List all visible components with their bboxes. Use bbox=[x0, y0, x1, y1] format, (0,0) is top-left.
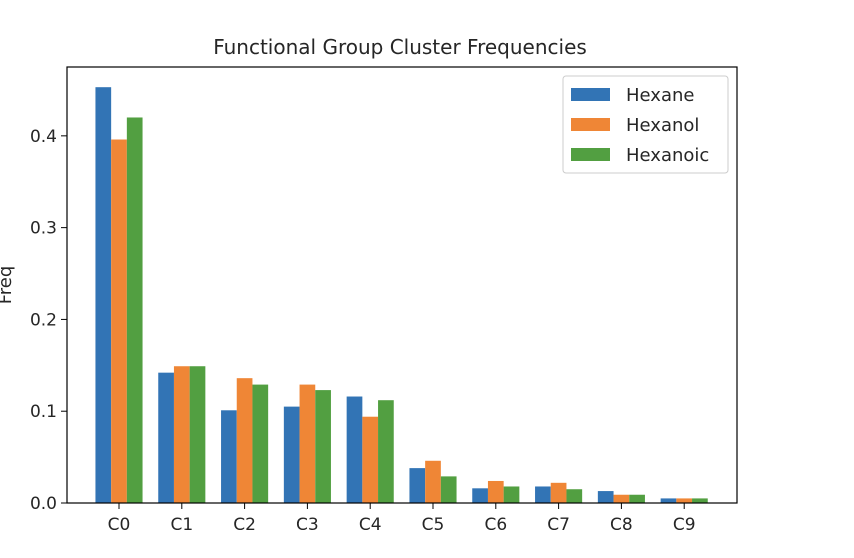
bar-hexanoic-c4 bbox=[378, 400, 394, 503]
bar-hexanoic-c1 bbox=[189, 366, 206, 503]
x-tick-label-c7: C7 bbox=[547, 515, 570, 535]
bar-hexanol-c4 bbox=[362, 416, 379, 503]
bar-hexane-c2 bbox=[221, 410, 237, 503]
bar-hexanol-c2 bbox=[236, 378, 253, 503]
legend: Hexane Hexanol Hexanoic bbox=[562, 75, 729, 174]
bar-hexanoic-c0 bbox=[126, 117, 143, 503]
legend-items: Hexane Hexanol Hexanoic bbox=[571, 85, 709, 166]
bar-hexanol-c9 bbox=[676, 498, 693, 503]
x-tick-label-c4: C4 bbox=[359, 515, 382, 535]
bar-hexanol-c5 bbox=[425, 460, 441, 503]
plot-frame bbox=[66, 66, 738, 504]
bar-hexanoic-c8 bbox=[629, 494, 645, 503]
legend-label-hexane: Hexane bbox=[626, 85, 694, 106]
bar-hexanol-c1 bbox=[173, 366, 190, 503]
x-tick-label-c8: C8 bbox=[610, 515, 633, 535]
legend-swatch-hexanol bbox=[571, 118, 610, 131]
bar-hexanoic-c3 bbox=[315, 390, 331, 503]
bar-hexane-c7 bbox=[535, 486, 551, 503]
bars-layer bbox=[95, 87, 708, 503]
bar-hexane-c9 bbox=[660, 498, 677, 503]
bar-hexane-c1 bbox=[158, 372, 174, 503]
y-tick-label: 0.3 bbox=[30, 219, 57, 239]
legend-swatch-hexane bbox=[571, 88, 610, 101]
bar-hexanol-c7 bbox=[550, 482, 567, 503]
bar-hexane-c8 bbox=[597, 491, 614, 503]
y-tick-label: 0.0 bbox=[30, 494, 57, 514]
x-tick-label-c9: C9 bbox=[673, 515, 696, 535]
bar-hexane-c0 bbox=[95, 87, 112, 503]
x-tick-label-c2: C2 bbox=[233, 515, 256, 535]
bar-hexane-c6 bbox=[472, 488, 488, 503]
x-tick-label-c5: C5 bbox=[422, 515, 445, 535]
y-tick-label: 0.2 bbox=[30, 310, 57, 330]
x-tick-label-c3: C3 bbox=[296, 515, 319, 535]
x-tick-label-c0: C0 bbox=[108, 515, 131, 535]
bar-hexanoic-c7 bbox=[566, 489, 583, 503]
y-tick-label: 0.4 bbox=[30, 127, 57, 147]
bar-hexane-c4 bbox=[346, 396, 363, 503]
bar-hexanol-c6 bbox=[487, 480, 504, 503]
bar-hexane-c5 bbox=[409, 468, 426, 503]
legend-label-hexanol: Hexanol bbox=[626, 115, 699, 136]
x-axis: C0 C1 C2 C3 C4 C5 C6 C7 C8 C9 bbox=[108, 503, 696, 535]
bar-hexanoic-c5 bbox=[440, 476, 457, 503]
x-tick-label-c6: C6 bbox=[484, 515, 507, 535]
bar-hexanol-c3 bbox=[299, 384, 316, 503]
bar-hexanoic-c6 bbox=[503, 486, 520, 503]
legend-label-hexanoic: Hexanoic bbox=[626, 145, 709, 166]
y-axis-label: Freq bbox=[0, 266, 16, 305]
y-axis: 0.0 0.1 0.2 0.3 0.4 bbox=[30, 127, 67, 514]
bar-hexanol-c8 bbox=[613, 494, 630, 503]
bar-hexanoic-c9 bbox=[692, 498, 708, 503]
bar-hexanol-c0 bbox=[111, 139, 127, 503]
x-tick-label-c1: C1 bbox=[170, 515, 193, 535]
bar-hexanoic-c2 bbox=[252, 384, 269, 503]
chart-title: Functional Group Cluster Frequencies bbox=[213, 35, 587, 59]
legend-swatch-hexanoic bbox=[571, 148, 610, 161]
bar-hexane-c3 bbox=[283, 406, 300, 503]
y-tick-label: 0.1 bbox=[30, 402, 57, 422]
